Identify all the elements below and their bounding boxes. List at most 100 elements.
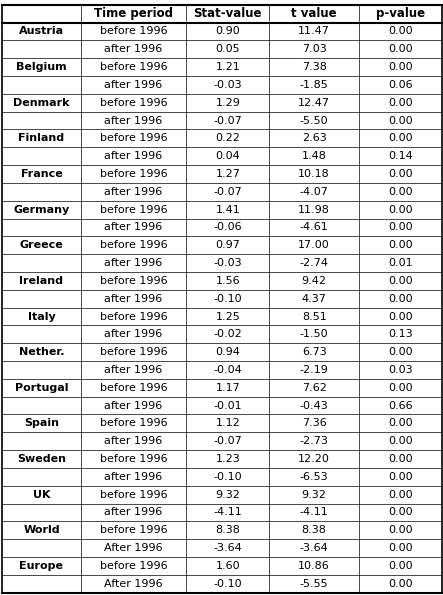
Text: 1.25: 1.25	[215, 312, 240, 321]
Text: 0.05: 0.05	[215, 44, 240, 54]
Text: after 1996: after 1996	[105, 258, 163, 268]
Text: -0.04: -0.04	[214, 365, 242, 375]
Text: Germany: Germany	[13, 205, 70, 215]
Text: 0.00: 0.00	[388, 561, 413, 571]
Text: before 1996: before 1996	[100, 62, 167, 72]
Text: Austria: Austria	[19, 27, 64, 36]
Text: Belgium: Belgium	[16, 62, 67, 72]
Text: 9.32: 9.32	[215, 490, 240, 500]
Text: -6.53: -6.53	[300, 472, 329, 482]
Text: -0.06: -0.06	[214, 223, 242, 233]
Text: before 1996: before 1996	[100, 240, 167, 250]
Text: -0.03: -0.03	[214, 258, 242, 268]
Text: 7.62: 7.62	[302, 383, 326, 393]
Text: 0.06: 0.06	[388, 80, 413, 90]
Text: 0.03: 0.03	[388, 365, 413, 375]
Text: 1.60: 1.60	[215, 561, 240, 571]
Text: 0.13: 0.13	[388, 329, 413, 339]
Text: 0.00: 0.00	[388, 276, 413, 286]
Text: Finland: Finland	[19, 133, 65, 143]
Text: Greece: Greece	[19, 240, 63, 250]
Text: 0.00: 0.00	[388, 347, 413, 357]
Text: before 1996: before 1996	[100, 276, 167, 286]
Text: 0.00: 0.00	[388, 436, 413, 446]
Text: Ireland: Ireland	[19, 276, 63, 286]
Text: 0.00: 0.00	[388, 187, 413, 197]
Text: after 1996: after 1996	[105, 436, 163, 446]
Text: 0.00: 0.00	[388, 312, 413, 321]
Text: before 1996: before 1996	[100, 27, 167, 36]
Text: 0.04: 0.04	[215, 151, 240, 161]
Text: Stat-value: Stat-value	[194, 7, 262, 20]
Text: 8.51: 8.51	[302, 312, 326, 321]
Text: 0.01: 0.01	[388, 258, 413, 268]
Text: France: France	[21, 169, 62, 179]
Text: 11.47: 11.47	[298, 27, 330, 36]
Text: After 1996: After 1996	[104, 543, 163, 553]
Text: 1.56: 1.56	[215, 276, 240, 286]
Text: 0.00: 0.00	[388, 62, 413, 72]
Text: 0.00: 0.00	[388, 508, 413, 518]
Text: 0.00: 0.00	[388, 294, 413, 303]
Text: before 1996: before 1996	[100, 561, 167, 571]
Text: after 1996: after 1996	[105, 80, 163, 90]
Text: 12.47: 12.47	[298, 98, 330, 108]
Text: 0.00: 0.00	[388, 44, 413, 54]
Text: -0.03: -0.03	[214, 80, 242, 90]
Text: 0.00: 0.00	[388, 490, 413, 500]
Text: 0.00: 0.00	[388, 98, 413, 108]
Text: 8.38: 8.38	[302, 525, 326, 536]
Text: 0.00: 0.00	[388, 27, 413, 36]
Text: -5.55: -5.55	[300, 579, 329, 588]
Text: -4.11: -4.11	[214, 508, 242, 518]
Text: after 1996: after 1996	[105, 365, 163, 375]
Text: after 1996: after 1996	[105, 115, 163, 126]
Text: before 1996: before 1996	[100, 312, 167, 321]
Text: -2.19: -2.19	[300, 365, 329, 375]
Text: before 1996: before 1996	[100, 383, 167, 393]
Text: -4.61: -4.61	[300, 223, 329, 233]
Text: 6.73: 6.73	[302, 347, 326, 357]
Text: -0.10: -0.10	[214, 579, 242, 588]
Text: 0.14: 0.14	[388, 151, 413, 161]
Text: 1.21: 1.21	[215, 62, 240, 72]
Text: 0.00: 0.00	[388, 115, 413, 126]
Text: before 1996: before 1996	[100, 490, 167, 500]
Text: 7.36: 7.36	[302, 418, 326, 428]
Text: Spain: Spain	[24, 418, 59, 428]
Text: World: World	[23, 525, 60, 536]
Text: before 1996: before 1996	[100, 98, 167, 108]
Text: -0.10: -0.10	[214, 294, 242, 303]
Text: -0.01: -0.01	[214, 400, 242, 411]
Text: 0.00: 0.00	[388, 454, 413, 464]
Text: -4.07: -4.07	[300, 187, 329, 197]
Text: after 1996: after 1996	[105, 151, 163, 161]
Text: 0.22: 0.22	[215, 133, 240, 143]
Text: Time period: Time period	[94, 7, 173, 20]
Text: -1.85: -1.85	[300, 80, 329, 90]
Text: 0.00: 0.00	[388, 240, 413, 250]
Text: 1.29: 1.29	[215, 98, 240, 108]
Text: after 1996: after 1996	[105, 508, 163, 518]
Text: before 1996: before 1996	[100, 133, 167, 143]
Text: 0.00: 0.00	[388, 579, 413, 588]
Text: 12.20: 12.20	[298, 454, 330, 464]
Text: 1.12: 1.12	[215, 418, 240, 428]
Text: 9.32: 9.32	[302, 490, 326, 500]
Text: -2.73: -2.73	[300, 436, 329, 446]
Text: before 1996: before 1996	[100, 418, 167, 428]
Text: -1.50: -1.50	[300, 329, 329, 339]
Text: Nether.: Nether.	[19, 347, 64, 357]
Text: after 1996: after 1996	[105, 329, 163, 339]
Text: 7.03: 7.03	[302, 44, 326, 54]
Text: 0.00: 0.00	[388, 223, 413, 233]
Text: 1.17: 1.17	[215, 383, 240, 393]
Text: before 1996: before 1996	[100, 347, 167, 357]
Text: after 1996: after 1996	[105, 400, 163, 411]
Text: 1.27: 1.27	[215, 169, 240, 179]
Text: Portugal: Portugal	[15, 383, 68, 393]
Text: 1.23: 1.23	[215, 454, 240, 464]
Text: -3.64: -3.64	[214, 543, 242, 553]
Text: after 1996: after 1996	[105, 187, 163, 197]
Text: before 1996: before 1996	[100, 525, 167, 536]
